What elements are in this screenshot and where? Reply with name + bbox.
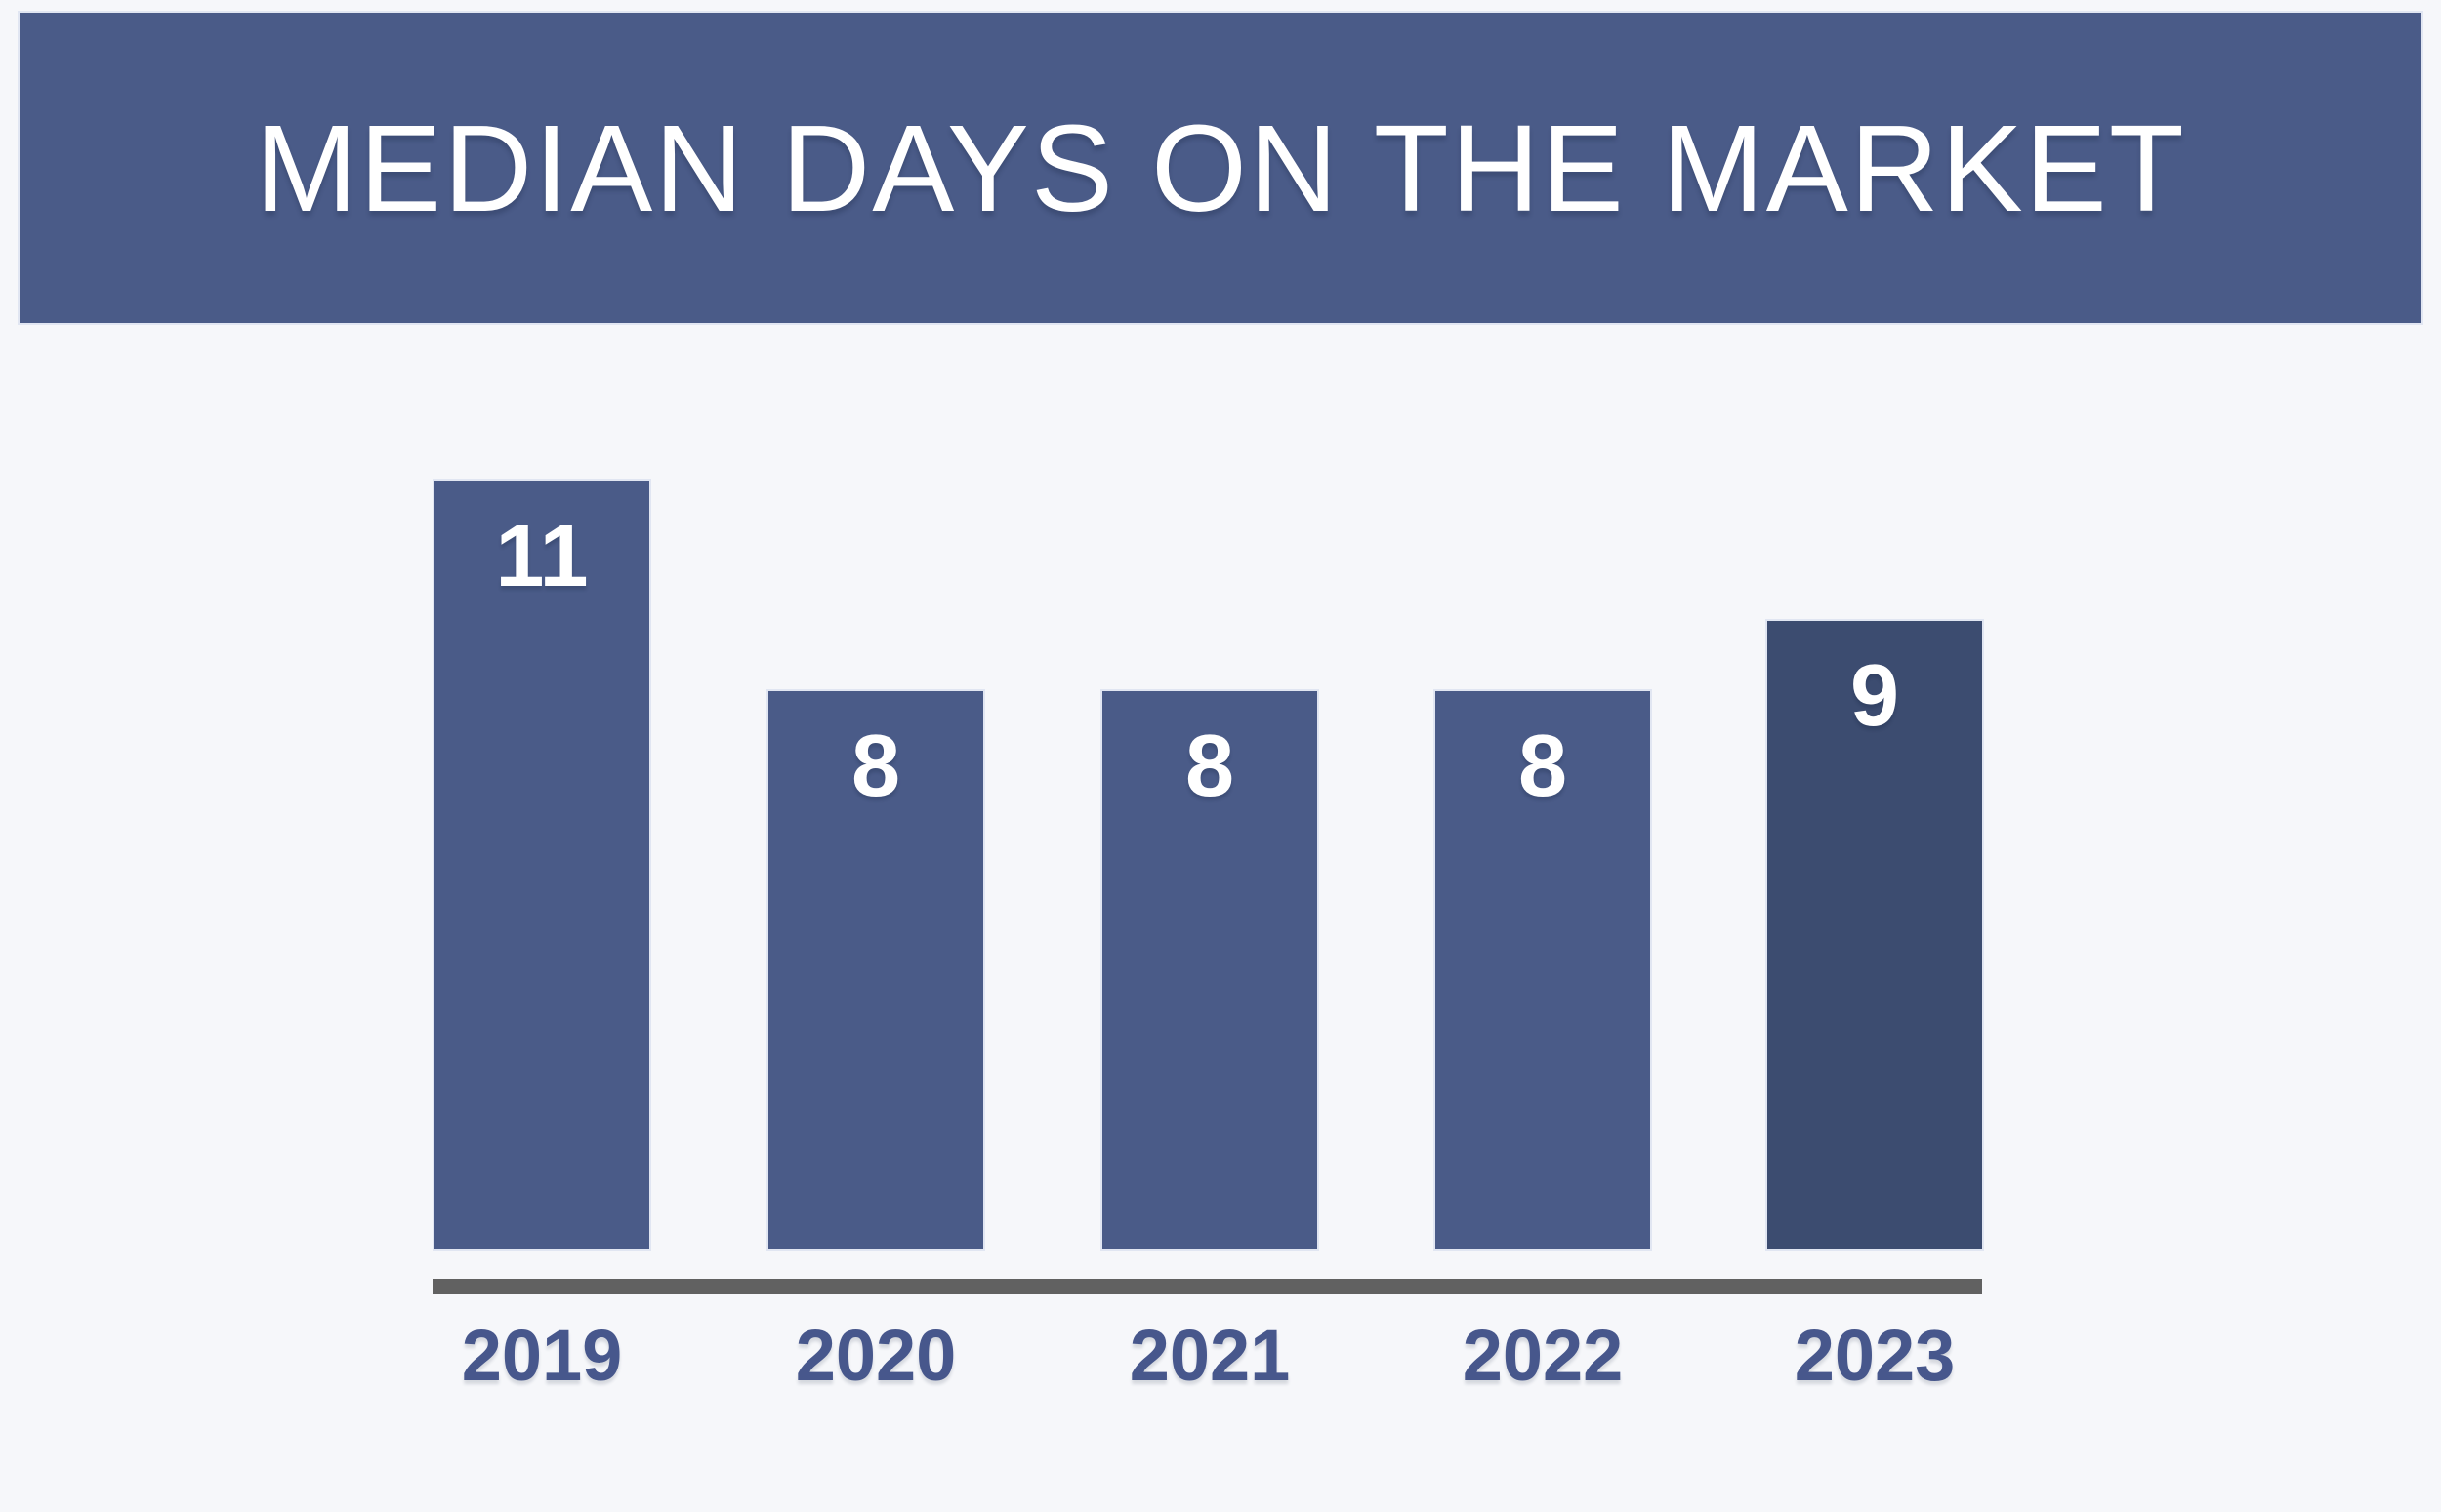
bar-2020: 8 [768,691,983,1249]
category-label-2019: 2019 [461,1315,623,1396]
bar-value-label-2022: 8 [1517,717,1568,815]
bar-2019: 11 [434,481,649,1249]
bar-value-label-2021: 8 [1184,717,1235,815]
x-axis-line [433,1279,1982,1294]
page-title: MEDIAN DAYS ON THE MARKET [255,99,2186,237]
title-banner: MEDIAN DAYS ON THE MARKET [20,13,2421,323]
bar-2022: 8 [1435,691,1650,1249]
category-label-2020: 2020 [795,1315,957,1396]
category-label-2023: 2023 [1794,1315,1956,1396]
bar-value-label-2023: 9 [1849,647,1900,745]
bar-2023: 9 [1767,621,1982,1249]
category-label-2021: 2021 [1129,1315,1291,1396]
category-label-2022: 2022 [1462,1315,1624,1396]
bar-value-label-2020: 8 [850,717,901,815]
bar-value-label-2019: 11 [495,508,589,605]
bar-2021: 8 [1102,691,1317,1249]
